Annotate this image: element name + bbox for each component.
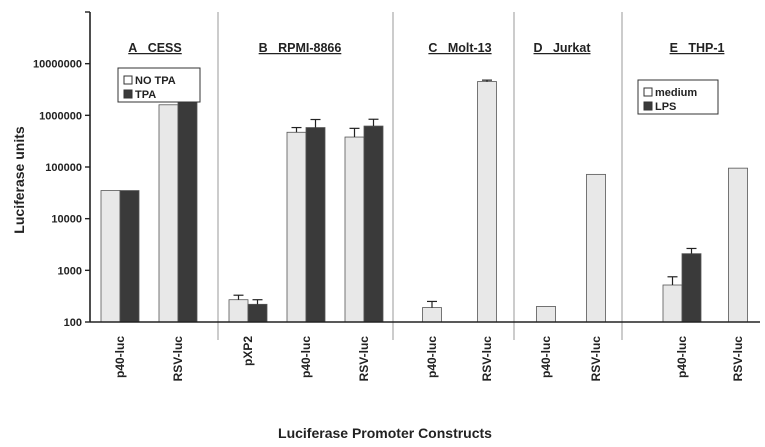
y-axis-title: Luciferase units xyxy=(11,126,27,234)
bar-a-RSV-luc-s1 xyxy=(177,99,198,323)
bars xyxy=(100,79,748,323)
legend-swatch xyxy=(643,87,653,97)
bar-c-p40-luc-s0 xyxy=(422,307,442,323)
category-label: RSV-luc xyxy=(357,336,371,382)
legend-swatch xyxy=(123,89,133,99)
x-axis-title: Luciferase Promoter Constructs xyxy=(278,425,492,441)
category-labels: p40-luc RSV-luc pXP2 p40-luc RSV-luc p40-luc R… xyxy=(113,336,745,382)
panel-title: E THP-1 xyxy=(670,41,725,55)
bar-b-RSV-luc-s1 xyxy=(363,125,384,323)
panel-separators xyxy=(217,12,623,340)
legend-swatch xyxy=(643,101,653,111)
y-tick-label: 1000 xyxy=(58,265,82,277)
category-label: RSV-luc xyxy=(171,336,185,382)
bar-d-RSV-luc-s0 xyxy=(586,173,606,323)
y-tick-label: 10000 xyxy=(51,214,82,226)
bar-e-p40-luc-s1 xyxy=(681,253,702,323)
bar-b-pXP2-s1 xyxy=(247,303,268,323)
bar-b-p40-luc-s0 xyxy=(286,131,307,323)
bar-c-RSV-luc-s0 xyxy=(477,81,497,323)
category-label: RSV-luc xyxy=(480,336,494,382)
y-axis: 100 1000 10000 100000 1000000 10000000 xyxy=(33,11,760,329)
category-label: p40-luc xyxy=(113,336,127,378)
bar-b-pXP2-s0 xyxy=(228,299,249,323)
category-label: pXP2 xyxy=(241,336,255,366)
legend-swatch xyxy=(123,75,133,85)
bar-b-p40-luc-s1 xyxy=(305,127,326,323)
category-label: p40-luc xyxy=(675,336,689,378)
panel-titles: A CESS B RPMI-8866 C Molt-13 D Jurkat E THP-… xyxy=(128,41,724,55)
bar-b-RSV-luc-s0 xyxy=(344,136,365,323)
category-label: p40-luc xyxy=(299,336,313,378)
bar-a-p40-luc-s1 xyxy=(119,190,140,323)
y-tick-label: 1000000 xyxy=(39,110,82,122)
category-label: p40-luc xyxy=(425,336,439,378)
legend-label: medium xyxy=(655,87,697,99)
bar-e-p40-luc-s0 xyxy=(662,284,683,323)
bar-d-p40-luc-s0 xyxy=(536,306,556,323)
bar-a-p40-luc-s0 xyxy=(100,190,121,323)
y-tick-label: 10000000 xyxy=(33,59,82,71)
legend-label: TPA xyxy=(135,89,156,101)
y-tick-label: 100000 xyxy=(45,162,82,174)
panel-title: A CESS xyxy=(128,41,182,55)
legend-label: NO TPA xyxy=(135,75,176,87)
category-label: RSV-luc xyxy=(731,336,745,382)
y-tick-label: 100 xyxy=(64,317,82,329)
bar-e-RSV-luc-s0 xyxy=(728,167,748,323)
category-label: RSV-luc xyxy=(589,336,603,382)
panel-title: B RPMI-8866 xyxy=(259,41,342,55)
panel-title: D Jurkat xyxy=(534,41,592,55)
legend-label: LPS xyxy=(655,101,676,113)
bar-a-RSV-luc-s0 xyxy=(158,104,179,323)
panel-title: C Molt-13 xyxy=(428,41,491,55)
category-label: p40-luc xyxy=(539,336,553,378)
legends: NO TPA TPA medium LPS xyxy=(117,67,719,115)
